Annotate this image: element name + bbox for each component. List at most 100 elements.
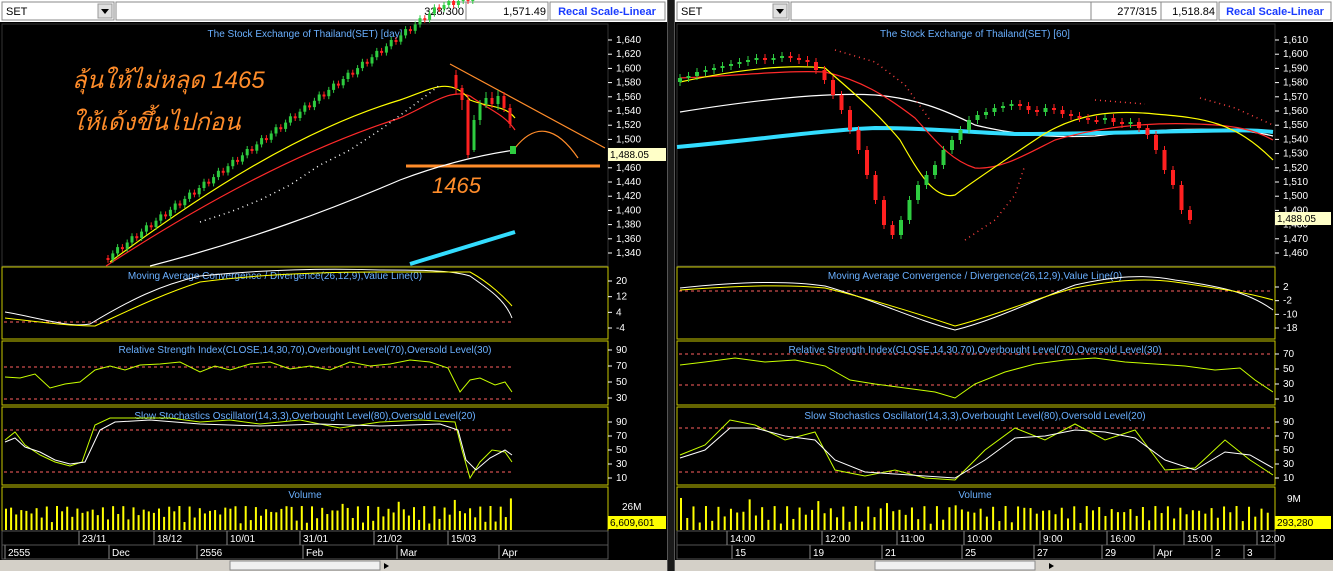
candle xyxy=(907,200,912,220)
volume-bar xyxy=(20,510,23,530)
volume-bar xyxy=(234,506,237,530)
volume-bar xyxy=(316,518,319,530)
volume-tick: 26M xyxy=(622,502,641,513)
candle xyxy=(149,225,153,228)
candle xyxy=(508,108,512,124)
pane-divider[interactable] xyxy=(667,0,675,571)
candle xyxy=(882,200,886,225)
scrollbar-thumb[interactable] xyxy=(874,560,1036,571)
price-tick: 1,470 xyxy=(1283,234,1308,245)
candle xyxy=(370,57,374,64)
candle xyxy=(274,127,278,134)
volume-bar xyxy=(1073,506,1076,530)
scrollbar-thumb[interactable] xyxy=(229,560,381,571)
volume-bar xyxy=(1060,507,1063,530)
candle xyxy=(365,61,369,64)
volume-bar xyxy=(402,509,405,530)
candle xyxy=(958,130,963,140)
price-tick: 1,500 xyxy=(616,134,641,145)
volume-bar xyxy=(229,508,232,530)
candles xyxy=(106,0,512,263)
trend-line xyxy=(449,63,606,149)
scale-box[interactable] xyxy=(549,1,666,21)
candle xyxy=(737,62,742,64)
candle xyxy=(293,116,297,119)
chart-window-daily: SET 328/300 1,571.49 Recal Scale-Linear … xyxy=(0,0,667,571)
volume-badge: 6,609,601 xyxy=(610,518,655,529)
volume-tick: 9M xyxy=(1287,494,1301,505)
volume-bar xyxy=(469,508,472,530)
volume-bar xyxy=(244,506,247,530)
volume-bar xyxy=(1035,513,1038,530)
candle xyxy=(236,159,240,162)
price-tick: 1,520 xyxy=(616,120,641,131)
chart-window-hourly: SET 277/315 1,518.84 Recal Scale-Linear … xyxy=(675,0,1333,571)
rsi-line xyxy=(4,359,513,393)
candle xyxy=(346,72,350,79)
volume-bars xyxy=(5,498,512,530)
candle xyxy=(695,72,699,76)
date-label: 12:00 xyxy=(1260,534,1285,545)
scroll-right-icon[interactable] xyxy=(1049,563,1054,569)
candle xyxy=(456,0,460,5)
volume-bar xyxy=(1067,518,1070,530)
volume-bar xyxy=(127,519,130,530)
annotation-level: 1465 xyxy=(432,173,482,198)
sto-k-line xyxy=(679,419,1274,481)
volume-bar xyxy=(10,507,13,530)
scroll-right-icon[interactable] xyxy=(384,563,389,569)
volume-bar xyxy=(1004,506,1007,530)
scale-box[interactable] xyxy=(1218,1,1332,21)
candle xyxy=(496,96,500,104)
volume-bar xyxy=(372,520,375,530)
candle xyxy=(460,88,464,100)
date-label: 14:00 xyxy=(730,534,755,545)
volume-bar xyxy=(346,507,349,530)
volume-bar xyxy=(407,515,410,530)
date-label: 19 xyxy=(813,548,825,559)
volume-bar xyxy=(280,508,283,530)
rsi-axis: 90 70 50 30 xyxy=(608,345,628,404)
candle xyxy=(1179,185,1184,210)
candle xyxy=(1137,122,1141,128)
candle xyxy=(322,94,326,97)
candle xyxy=(1001,106,1005,108)
symbol-dropdown[interactable] xyxy=(676,1,790,21)
macd-line xyxy=(679,276,1274,331)
price-tick: 1,480 xyxy=(1283,220,1308,231)
volume-bar xyxy=(686,517,689,530)
sto-k-line xyxy=(4,417,513,480)
volume-title: Volume xyxy=(288,490,322,501)
stochastic-panel xyxy=(676,406,1276,486)
volume-bar xyxy=(1210,508,1213,530)
candle xyxy=(899,220,903,235)
volume-bar xyxy=(203,513,206,530)
date-label: 3 xyxy=(1247,548,1253,559)
candle xyxy=(1069,114,1073,116)
symbol-dropdown[interactable] xyxy=(1,1,115,21)
candle xyxy=(380,50,384,53)
candle xyxy=(384,46,388,53)
volume-bar xyxy=(767,519,770,530)
volume-bar xyxy=(1116,512,1119,530)
candle xyxy=(360,61,364,69)
rsi-line xyxy=(679,357,1274,399)
candle xyxy=(780,56,784,58)
date-label: 10:00 xyxy=(967,534,992,545)
date-label: 31/01 xyxy=(303,534,328,545)
macd-tick: -10 xyxy=(1283,309,1298,320)
candle xyxy=(1145,128,1150,135)
volume-bar xyxy=(917,519,920,530)
volume-bar xyxy=(504,517,507,530)
volume-bar xyxy=(193,517,196,530)
candle xyxy=(1103,118,1107,120)
candle xyxy=(106,258,110,260)
candle xyxy=(1162,150,1167,170)
date-label: 10/01 xyxy=(230,534,255,545)
volume-bar xyxy=(811,509,814,530)
volume-bar xyxy=(168,506,171,530)
candle xyxy=(264,138,268,141)
candle xyxy=(814,62,818,70)
candle xyxy=(120,247,124,250)
volume-bar xyxy=(142,509,145,530)
